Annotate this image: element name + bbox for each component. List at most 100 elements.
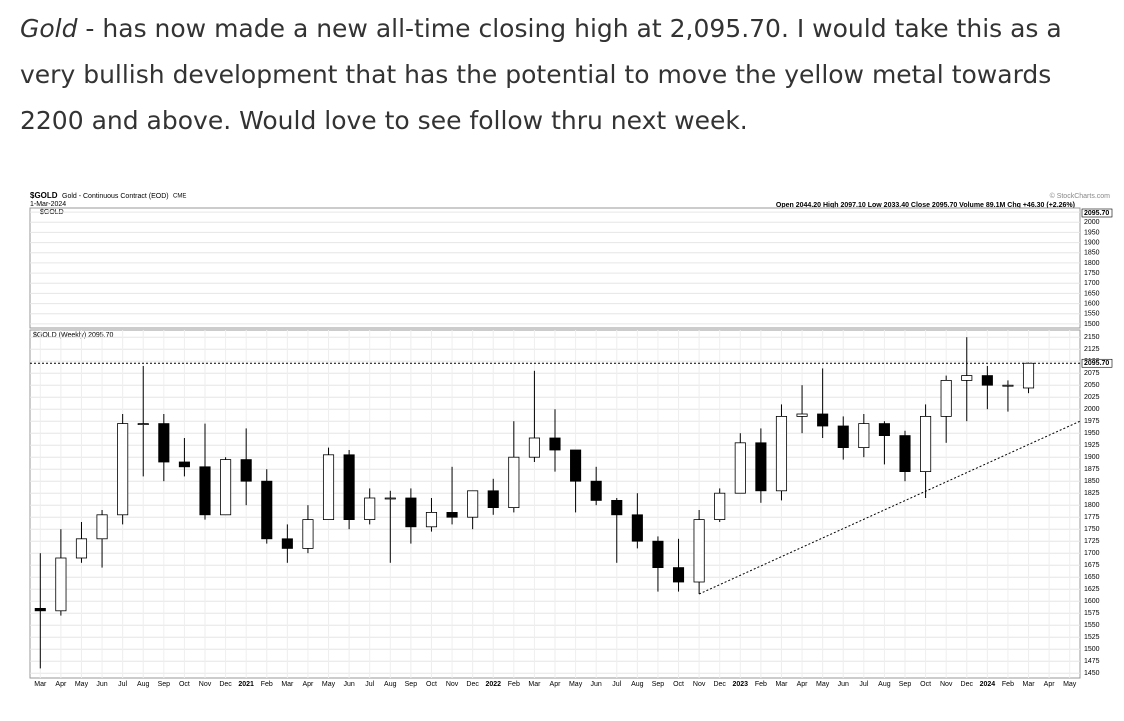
x-tick-label: Feb xyxy=(261,681,273,688)
candle-body xyxy=(961,375,973,381)
candle-body xyxy=(775,415,788,492)
candle-body xyxy=(261,480,273,540)
candle-body xyxy=(672,567,685,583)
y-tick-label: 1700 xyxy=(1084,550,1100,557)
candle-body xyxy=(652,540,664,569)
x-tick-label: May xyxy=(75,681,89,688)
x-tick-label: Oct xyxy=(920,681,931,688)
y-tick-label: 1950 xyxy=(1084,229,1100,236)
y-tick-label: 1850 xyxy=(1084,478,1100,485)
x-tick-label: Mar xyxy=(281,681,294,688)
candle-body xyxy=(920,415,932,472)
x-tick-label: Jun xyxy=(591,681,602,688)
x-tick-label: Jul xyxy=(118,681,127,688)
x-tick-label: 2024 xyxy=(980,681,996,688)
y-tick-label: 1800 xyxy=(1084,502,1100,509)
x-tick-label: Feb xyxy=(508,681,520,688)
x-tick-label: Oct xyxy=(673,681,684,688)
upper-panel xyxy=(29,207,1081,329)
x-tick-label: Jun xyxy=(343,681,354,688)
candle-body xyxy=(878,423,890,437)
candle-body xyxy=(75,538,88,559)
x-tick-label: Aug xyxy=(137,681,150,688)
y-tick-label: 1550 xyxy=(1084,311,1100,318)
candle-body xyxy=(631,514,643,542)
exchange: CME xyxy=(173,194,186,200)
x-tick-label: Sep xyxy=(405,681,418,688)
y-tick-label: 1900 xyxy=(1084,454,1100,461)
x-tick-label: Feb xyxy=(755,681,767,688)
x-tick-label: Mar xyxy=(1022,681,1035,688)
candle-body xyxy=(693,519,705,583)
symbol: $GOLD xyxy=(30,191,58,200)
x-tick-label: Aug xyxy=(631,681,644,688)
x-tick-label: Mar xyxy=(775,681,788,688)
x-tick-label: Nov xyxy=(199,681,212,688)
y-tick-label: 1775 xyxy=(1084,514,1100,521)
price-box xyxy=(1081,358,1113,368)
price-label: 2095.70 xyxy=(1084,210,1109,217)
x-tick-label: Apr xyxy=(1044,681,1056,688)
y-tick-label: 2000 xyxy=(1084,219,1100,226)
y-tick-label: 2125 xyxy=(1084,346,1100,353)
y-tick-label: 1975 xyxy=(1084,418,1100,425)
price-box xyxy=(1081,208,1113,218)
x-tick-label: Nov xyxy=(940,681,953,688)
candle-body xyxy=(302,519,314,549)
candle-body xyxy=(220,459,232,516)
y-tick-label: 1850 xyxy=(1084,250,1100,257)
x-tick-label: Mar xyxy=(34,681,47,688)
post: Gold - has now made a new all-time closi… xyxy=(20,6,1090,144)
x-tick-label: Apr xyxy=(55,681,67,688)
candle-body xyxy=(117,423,129,516)
x-tick-label: Sep xyxy=(899,681,912,688)
candle-body xyxy=(425,512,438,528)
candle-body xyxy=(1022,362,1035,389)
x-tick-label: May xyxy=(1063,681,1077,688)
y-tick-label: 1950 xyxy=(1084,430,1100,437)
candle-body xyxy=(467,490,479,518)
x-tick-label: Dec xyxy=(961,681,974,688)
candle-body xyxy=(137,423,149,426)
y-tick-label: 2075 xyxy=(1084,370,1100,377)
y-tick-label: 1875 xyxy=(1084,466,1100,473)
x-tick-label: Aug xyxy=(384,681,397,688)
candle-body xyxy=(817,413,829,427)
x-tick-label: May xyxy=(322,681,336,688)
candle-body xyxy=(796,413,808,417)
y-tick-label: 1650 xyxy=(1084,290,1100,297)
candle-body xyxy=(158,423,170,463)
x-tick-label: 2022 xyxy=(485,681,501,688)
y-tick-label: 1575 xyxy=(1084,610,1100,617)
candle-body xyxy=(178,461,190,468)
x-tick-label: Nov xyxy=(693,681,706,688)
candle-body xyxy=(837,425,849,449)
x-tick-label: May xyxy=(569,681,583,688)
x-tick-label: Apr xyxy=(550,681,562,688)
y-tick-label: 2000 xyxy=(1084,406,1100,413)
candle-body xyxy=(364,497,376,521)
candle-body xyxy=(1002,384,1014,387)
x-tick-label: 2023 xyxy=(733,681,749,688)
candle-body xyxy=(570,449,582,482)
x-tick-label: 2021 xyxy=(238,681,254,688)
x-tick-label: Feb xyxy=(1002,681,1014,688)
candle-body xyxy=(755,442,767,492)
post-lead: Gold xyxy=(20,14,78,43)
candle-body xyxy=(240,459,252,482)
y-tick-label: 1600 xyxy=(1084,300,1100,307)
candle-body xyxy=(96,514,108,540)
name: Gold - Continuous Contract (EOD) xyxy=(62,193,169,200)
y-tick-label: 1825 xyxy=(1084,490,1100,497)
candle-body xyxy=(899,435,911,473)
x-tick-label: Jul xyxy=(612,681,621,688)
y-tick-label: 2025 xyxy=(1084,394,1100,401)
x-tick-label: Oct xyxy=(426,681,437,688)
quote: Open 2044.20 High 2097.10 Low 2033.40 Cl… xyxy=(776,202,1075,209)
date: 1-Mar-2024 xyxy=(30,201,66,208)
candle-body xyxy=(714,492,726,521)
candle-body xyxy=(343,454,355,520)
x-tick-label: Apr xyxy=(797,681,809,688)
x-tick-label: Jun xyxy=(838,681,849,688)
